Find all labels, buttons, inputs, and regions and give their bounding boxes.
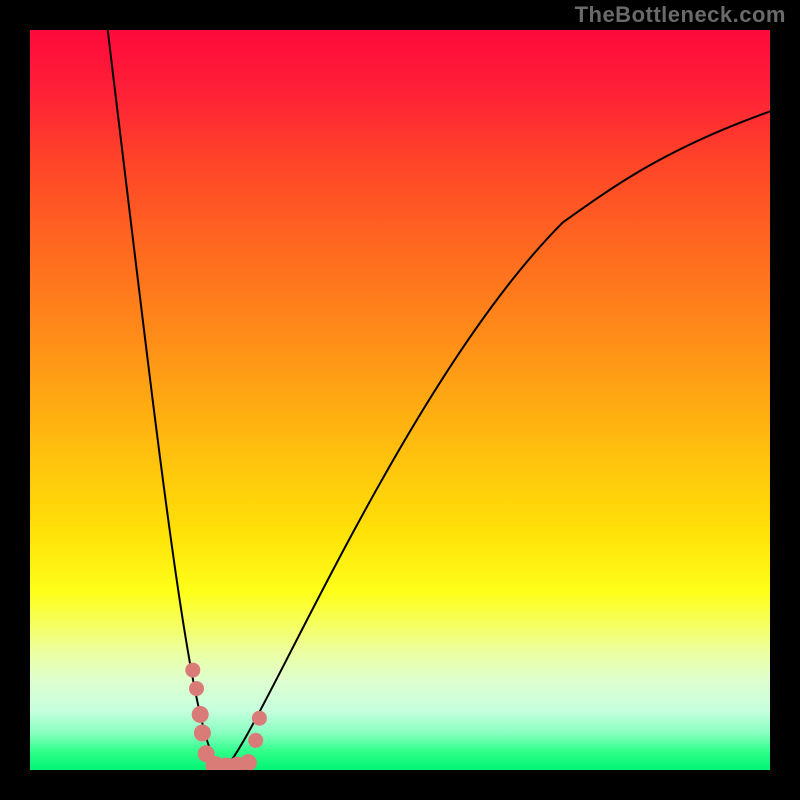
data-marker xyxy=(190,682,204,696)
chart-container: TheBottleneck.com xyxy=(0,0,800,800)
data-marker xyxy=(252,711,266,725)
data-marker xyxy=(249,733,263,747)
data-marker xyxy=(192,707,208,723)
gradient-background xyxy=(30,30,770,770)
data-marker xyxy=(194,725,210,741)
data-marker xyxy=(240,755,256,770)
watermark-text: TheBottleneck.com xyxy=(575,2,786,28)
data-marker xyxy=(186,663,200,677)
bottleneck-chart xyxy=(30,30,770,770)
